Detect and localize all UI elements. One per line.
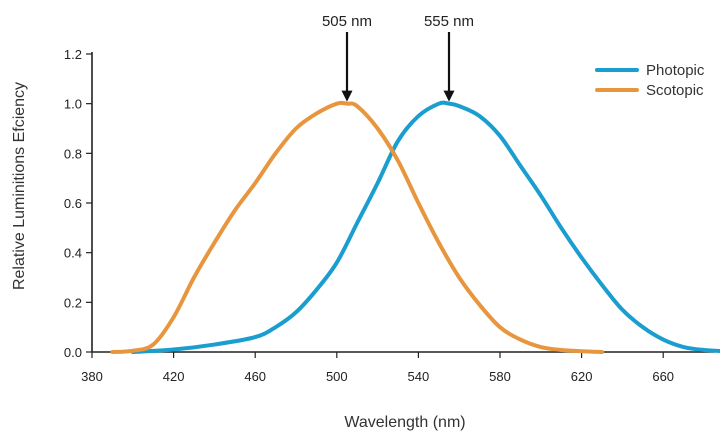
series-line-photopic xyxy=(130,100,720,354)
annotation-arrow-head xyxy=(443,90,455,102)
y-tick-label: 0.6 xyxy=(64,196,82,211)
y-tick-label: 1.2 xyxy=(64,47,82,62)
legend-label-scotopic: Scotopic xyxy=(646,82,704,99)
x-tick-label: 380 xyxy=(81,369,103,384)
x-tick-label: 540 xyxy=(408,369,430,384)
x-tick-label: 420 xyxy=(163,369,185,384)
x-ticks: 380420460500540580620660700 xyxy=(81,352,674,384)
x-tick-label: 660 xyxy=(652,369,674,384)
legend: Photopic Scotopic xyxy=(595,62,705,99)
x-tick-label: 620 xyxy=(571,369,593,384)
x-axis-title: Wavelength (nm) xyxy=(344,414,465,431)
legend-label-photopic: Photopic xyxy=(646,62,705,79)
y-axis-title: Relative Luminitions Efciency xyxy=(11,82,28,290)
annotation-label: 555 nm xyxy=(424,13,474,30)
annotation-arrow-head xyxy=(341,90,353,102)
series-line-scotopic xyxy=(110,100,604,354)
x-tick-label: 460 xyxy=(244,369,266,384)
y-tick-label: 0.8 xyxy=(64,146,82,161)
y-tick-label: 0.4 xyxy=(64,246,82,261)
y-ticks: 0.0 0.2 0.4 0.6 0.8 1.0 1.2 xyxy=(64,47,92,360)
y-tick-label: 0.2 xyxy=(64,295,82,310)
y-tick-label: 1.0 xyxy=(64,97,82,112)
x-tick-label: 580 xyxy=(489,369,511,384)
annotation-label: 505 nm xyxy=(322,13,372,30)
y-tick-label: 0.0 xyxy=(64,345,82,360)
x-tick-label: 500 xyxy=(326,369,348,384)
annotations: 505 nm 555 nm xyxy=(322,13,474,102)
series-layer xyxy=(110,100,720,354)
